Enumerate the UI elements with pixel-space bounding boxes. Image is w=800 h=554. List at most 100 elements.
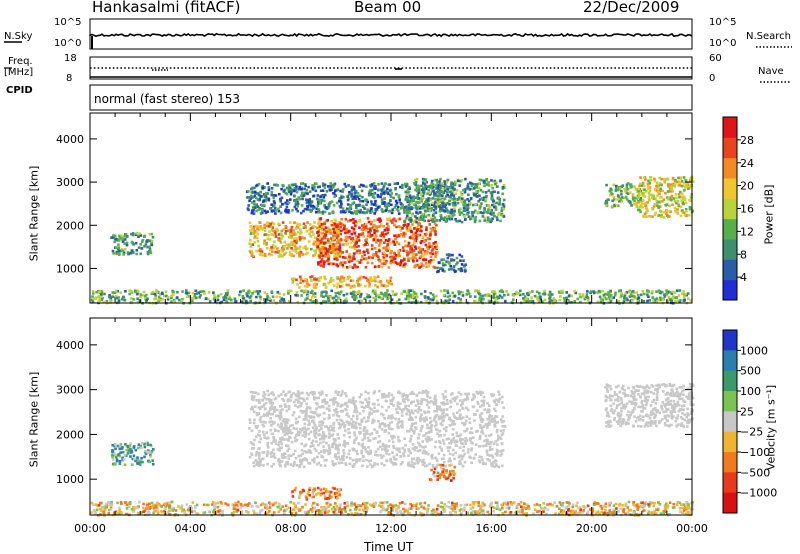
scatter-cell bbox=[671, 506, 675, 510]
scatter-cell bbox=[195, 292, 199, 295]
scatter-cell bbox=[444, 185, 447, 188]
scatter-cell bbox=[294, 183, 297, 186]
scatter-cell bbox=[671, 296, 675, 300]
scatter-cell bbox=[346, 207, 349, 211]
scatter-cell bbox=[399, 233, 403, 236]
scatter-cell bbox=[621, 504, 624, 507]
scatter-cell bbox=[285, 192, 289, 196]
scatter-cell bbox=[541, 292, 545, 296]
scatter-cell bbox=[368, 228, 372, 231]
scatter-cell bbox=[443, 197, 447, 201]
scatter-cell bbox=[290, 190, 293, 194]
scatter-cell bbox=[126, 235, 129, 238]
scatter-cell bbox=[426, 237, 430, 240]
scatter-cell bbox=[289, 221, 292, 224]
scatter-cell bbox=[168, 505, 171, 509]
scatter-cell bbox=[335, 299, 338, 302]
scatter-cell bbox=[277, 250, 281, 253]
scatter-cell bbox=[306, 294, 310, 298]
scatter-cell bbox=[372, 437, 375, 441]
scatter-cell bbox=[415, 187, 419, 191]
scatter-cell bbox=[332, 183, 336, 187]
scatter-cell bbox=[434, 255, 437, 258]
scatter-cell bbox=[383, 254, 387, 258]
scatter-cell bbox=[460, 255, 464, 258]
scatter-cell bbox=[204, 297, 208, 300]
velocity-scatter bbox=[90, 383, 695, 517]
scatter-cell bbox=[319, 195, 322, 199]
scatter-cell bbox=[315, 278, 318, 281]
scatter-cell bbox=[448, 298, 451, 301]
scatter-cell bbox=[437, 184, 441, 187]
scatter-cell bbox=[180, 299, 183, 302]
scatter-cell bbox=[256, 192, 260, 195]
scatter-cell bbox=[377, 280, 380, 284]
scatter-cell bbox=[446, 178, 450, 182]
scatter-cell bbox=[298, 247, 301, 250]
scatter-cell bbox=[348, 230, 351, 233]
scatter-cell bbox=[372, 238, 376, 242]
scatter-cell bbox=[647, 187, 650, 190]
scatter-cell bbox=[463, 430, 466, 433]
scatter-cell bbox=[279, 205, 282, 208]
scatter-cell bbox=[373, 231, 376, 235]
scatter-cell bbox=[298, 236, 302, 239]
scatter-cell bbox=[388, 300, 392, 304]
scatter-cell bbox=[652, 300, 655, 303]
scatter-cell bbox=[586, 290, 589, 293]
scatter-cell bbox=[653, 501, 656, 505]
scatter-cell bbox=[148, 460, 151, 464]
scatter-cell bbox=[579, 295, 582, 299]
scatter-cell bbox=[333, 234, 337, 238]
scatter-cell bbox=[369, 211, 372, 214]
scatter-cell bbox=[126, 444, 130, 448]
scatter-cell bbox=[390, 249, 393, 253]
scatter-cell bbox=[107, 512, 111, 515]
scatter-cell bbox=[358, 194, 362, 198]
scatter-cell bbox=[165, 294, 168, 298]
scatter-cell bbox=[356, 195, 359, 198]
scatter-cell bbox=[451, 253, 454, 257]
scatter-cell bbox=[91, 295, 94, 298]
scatter-cell bbox=[342, 261, 345, 264]
scatter-cell bbox=[487, 512, 491, 516]
scatter-cell bbox=[300, 231, 303, 234]
scatter-cell bbox=[624, 195, 628, 199]
scatter-cell bbox=[280, 229, 284, 233]
scatter-cell bbox=[675, 289, 679, 292]
scatter-cell bbox=[222, 298, 226, 302]
scatter-cell bbox=[366, 217, 370, 220]
scatter-cell bbox=[648, 193, 652, 196]
scatter-cell bbox=[212, 510, 215, 514]
scatter-cell bbox=[515, 292, 519, 296]
scatter-cell bbox=[159, 510, 163, 513]
scatter-cell bbox=[249, 232, 253, 236]
scatter-cell bbox=[657, 289, 661, 293]
scatter-cell bbox=[438, 180, 441, 183]
scatter-cell bbox=[355, 245, 359, 248]
scatter-cell bbox=[363, 502, 366, 505]
scatter-cell bbox=[471, 506, 475, 509]
scatter-cell bbox=[273, 206, 277, 210]
scatter-cell bbox=[406, 217, 410, 220]
scatter-cell bbox=[295, 185, 298, 188]
scatter-cell bbox=[380, 198, 384, 201]
scatter-cell bbox=[459, 198, 463, 202]
scatter-cell bbox=[620, 294, 623, 298]
scatter-cell bbox=[683, 213, 687, 217]
scatter-cell bbox=[435, 250, 439, 254]
scatter-cell bbox=[114, 237, 118, 241]
scatter-cell bbox=[312, 501, 315, 505]
scatter-cell bbox=[118, 454, 121, 458]
scatter-cell bbox=[562, 296, 566, 300]
scatter-cell bbox=[165, 503, 169, 506]
scatter-cell bbox=[648, 500, 652, 504]
scatter-cell bbox=[423, 183, 427, 186]
scatter-cell bbox=[237, 500, 240, 504]
scatter-cell bbox=[486, 216, 490, 219]
scatter-cell bbox=[435, 223, 438, 227]
scatter-cell bbox=[604, 508, 607, 512]
scatter-cell bbox=[420, 200, 423, 203]
scatter-cell bbox=[268, 238, 272, 241]
scatter-cell bbox=[620, 185, 623, 188]
